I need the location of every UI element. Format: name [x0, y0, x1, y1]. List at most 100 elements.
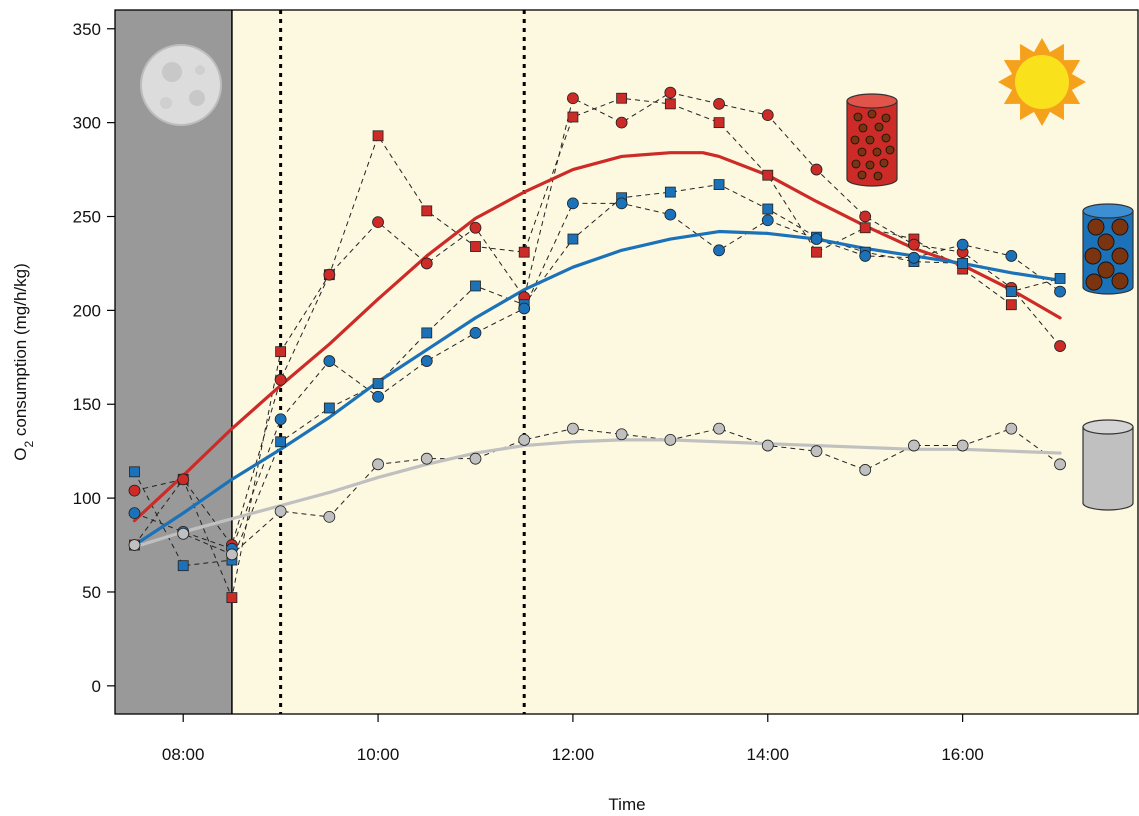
x-tick-label-08:00: 08:00: [162, 745, 205, 764]
smooth-line-red: [132, 151, 1062, 523]
marker-red-circle-14: [761, 109, 774, 122]
dashed-line-grey-circle: [134, 428, 1061, 556]
night-region: [115, 10, 232, 714]
marker-grey-circle-14: [761, 439, 774, 452]
y-tick-label-100: 100: [73, 489, 101, 508]
marker-red-circle-4: [274, 373, 287, 386]
marker-grey-circle-7: [420, 452, 433, 465]
marker-red-circle-12: [664, 86, 677, 99]
marker-red-square-15: [811, 246, 822, 258]
marker-red-circle-11: [615, 116, 628, 129]
grey-cylinder-icon: [1082, 419, 1134, 511]
sun-disc: [1015, 55, 1069, 109]
large-pebble-1: [1087, 218, 1105, 236]
marker-blue-circle-19: [1005, 250, 1018, 262]
marker-blue-circle-17: [908, 251, 920, 264]
marker-red-square-4: [275, 346, 287, 358]
large-pebble-4: [1084, 247, 1102, 265]
smooth-trend-lines: [132, 151, 1062, 549]
marker-grey-circle-6: [372, 458, 384, 471]
marker-red-circle-2: [177, 473, 190, 486]
small-pebble-16: [873, 171, 883, 181]
plot-frame: [114, 9, 1139, 715]
x-tick-label-10:00: 10:00: [357, 745, 400, 764]
moon-crater-3: [160, 97, 172, 109]
small-pebble-5: [874, 122, 884, 132]
marker-red-square-3: [226, 592, 238, 604]
marker-grey-circle-3: [226, 548, 238, 561]
small-pebble-9: [857, 147, 867, 157]
marker-grey-circle-10: [567, 422, 579, 435]
marker-red-circle-16: [859, 210, 872, 223]
marker-blue-square-2: [177, 560, 189, 572]
marker-grey-circle-12: [664, 434, 677, 446]
marker-red-square-12: [664, 98, 676, 110]
y-tick-label-50: 50: [82, 583, 101, 602]
grey-cylinder-icon-body: [1082, 426, 1134, 511]
y-axis-title-main: O: [11, 448, 30, 461]
marker-grey-circle-16: [859, 464, 872, 476]
marker-blue-square-12: [664, 186, 676, 198]
marker-red-circle-20: [1054, 340, 1066, 352]
y-tick-label-250: 250: [73, 208, 101, 227]
small-pebble-7: [865, 135, 875, 145]
marker-blue-circle-11: [615, 197, 628, 210]
small-pebble-12: [851, 159, 861, 169]
y-tick-label-200: 200: [73, 301, 101, 320]
marker-red-square-10: [567, 111, 579, 123]
decorative-icons: [140, 38, 1134, 511]
marker-grey-circle-11: [615, 428, 628, 441]
marker-red-square-13: [713, 117, 725, 129]
marker-grey-circle-8: [469, 452, 482, 465]
marker-red-circle-17: [908, 238, 920, 251]
red-cylinder-icon-top: [846, 93, 898, 109]
marker-red-circle-10: [567, 92, 579, 105]
marker-blue-circle-4: [274, 413, 287, 426]
moon-crater-4: [195, 65, 205, 75]
marker-blue-square-14: [762, 203, 774, 215]
marker-red-square-16: [859, 222, 871, 234]
large-pebble-5: [1111, 247, 1129, 265]
small-pebble-2: [867, 109, 877, 119]
marker-blue-square-13: [713, 179, 725, 190]
marker-blue-square-20: [1054, 273, 1066, 284]
marker-grey-circle-18: [956, 439, 969, 452]
marker-blue-circle-14: [761, 214, 774, 227]
marker-red-square-14: [762, 169, 774, 181]
marker-blue-square-6: [372, 378, 384, 389]
x-tick-label-14:00: 14:00: [746, 745, 789, 764]
marker-red-square-7: [421, 205, 433, 217]
small-pebble-15: [857, 170, 867, 180]
marker-grey-circle-13: [713, 422, 725, 435]
large-pebble-2: [1111, 218, 1129, 236]
marker-blue-square-7: [421, 327, 433, 339]
marker-red-circle-8: [469, 221, 482, 234]
marker-blue-circle-18: [956, 238, 969, 251]
marker-blue-square-8: [470, 280, 481, 292]
y-tick-label-0: 0: [92, 677, 101, 696]
y-axis-title-subscript: 2: [22, 441, 36, 448]
marker-blue-circle-15: [810, 233, 823, 245]
red-cylinder-icon: [846, 93, 898, 187]
marker-blue-circle-10: [567, 197, 579, 210]
marker-blue-circle-8: [469, 327, 482, 339]
small-pebble-6: [850, 135, 860, 145]
sun-icon: [998, 38, 1086, 126]
marker-grey-circle-17: [908, 439, 920, 452]
reference-lines: [279, 10, 526, 714]
small-pebble-3: [881, 113, 891, 123]
marker-red-circle-15: [810, 163, 823, 176]
y-axis-title-rest: consumption (mg/h/kg): [11, 263, 30, 441]
marker-blue-circle-7: [420, 355, 433, 367]
marker-blue-circle-5: [323, 355, 336, 367]
small-pebble-14: [879, 158, 889, 168]
marker-blue-square-5: [323, 402, 335, 414]
large-pebble-3: [1097, 233, 1115, 251]
marker-blue-circle-16: [859, 250, 872, 262]
small-pebble-11: [885, 145, 895, 155]
marker-blue-circle-13: [713, 244, 725, 257]
axes: 0 50 100 150 200 250 300 350 08:00 10:00 12:00 14:0…: [73, 9, 1139, 764]
smooth-line-grey: [132, 438, 1062, 549]
marker-red-square-6: [372, 130, 384, 142]
marker-red-circle-6: [372, 216, 384, 229]
